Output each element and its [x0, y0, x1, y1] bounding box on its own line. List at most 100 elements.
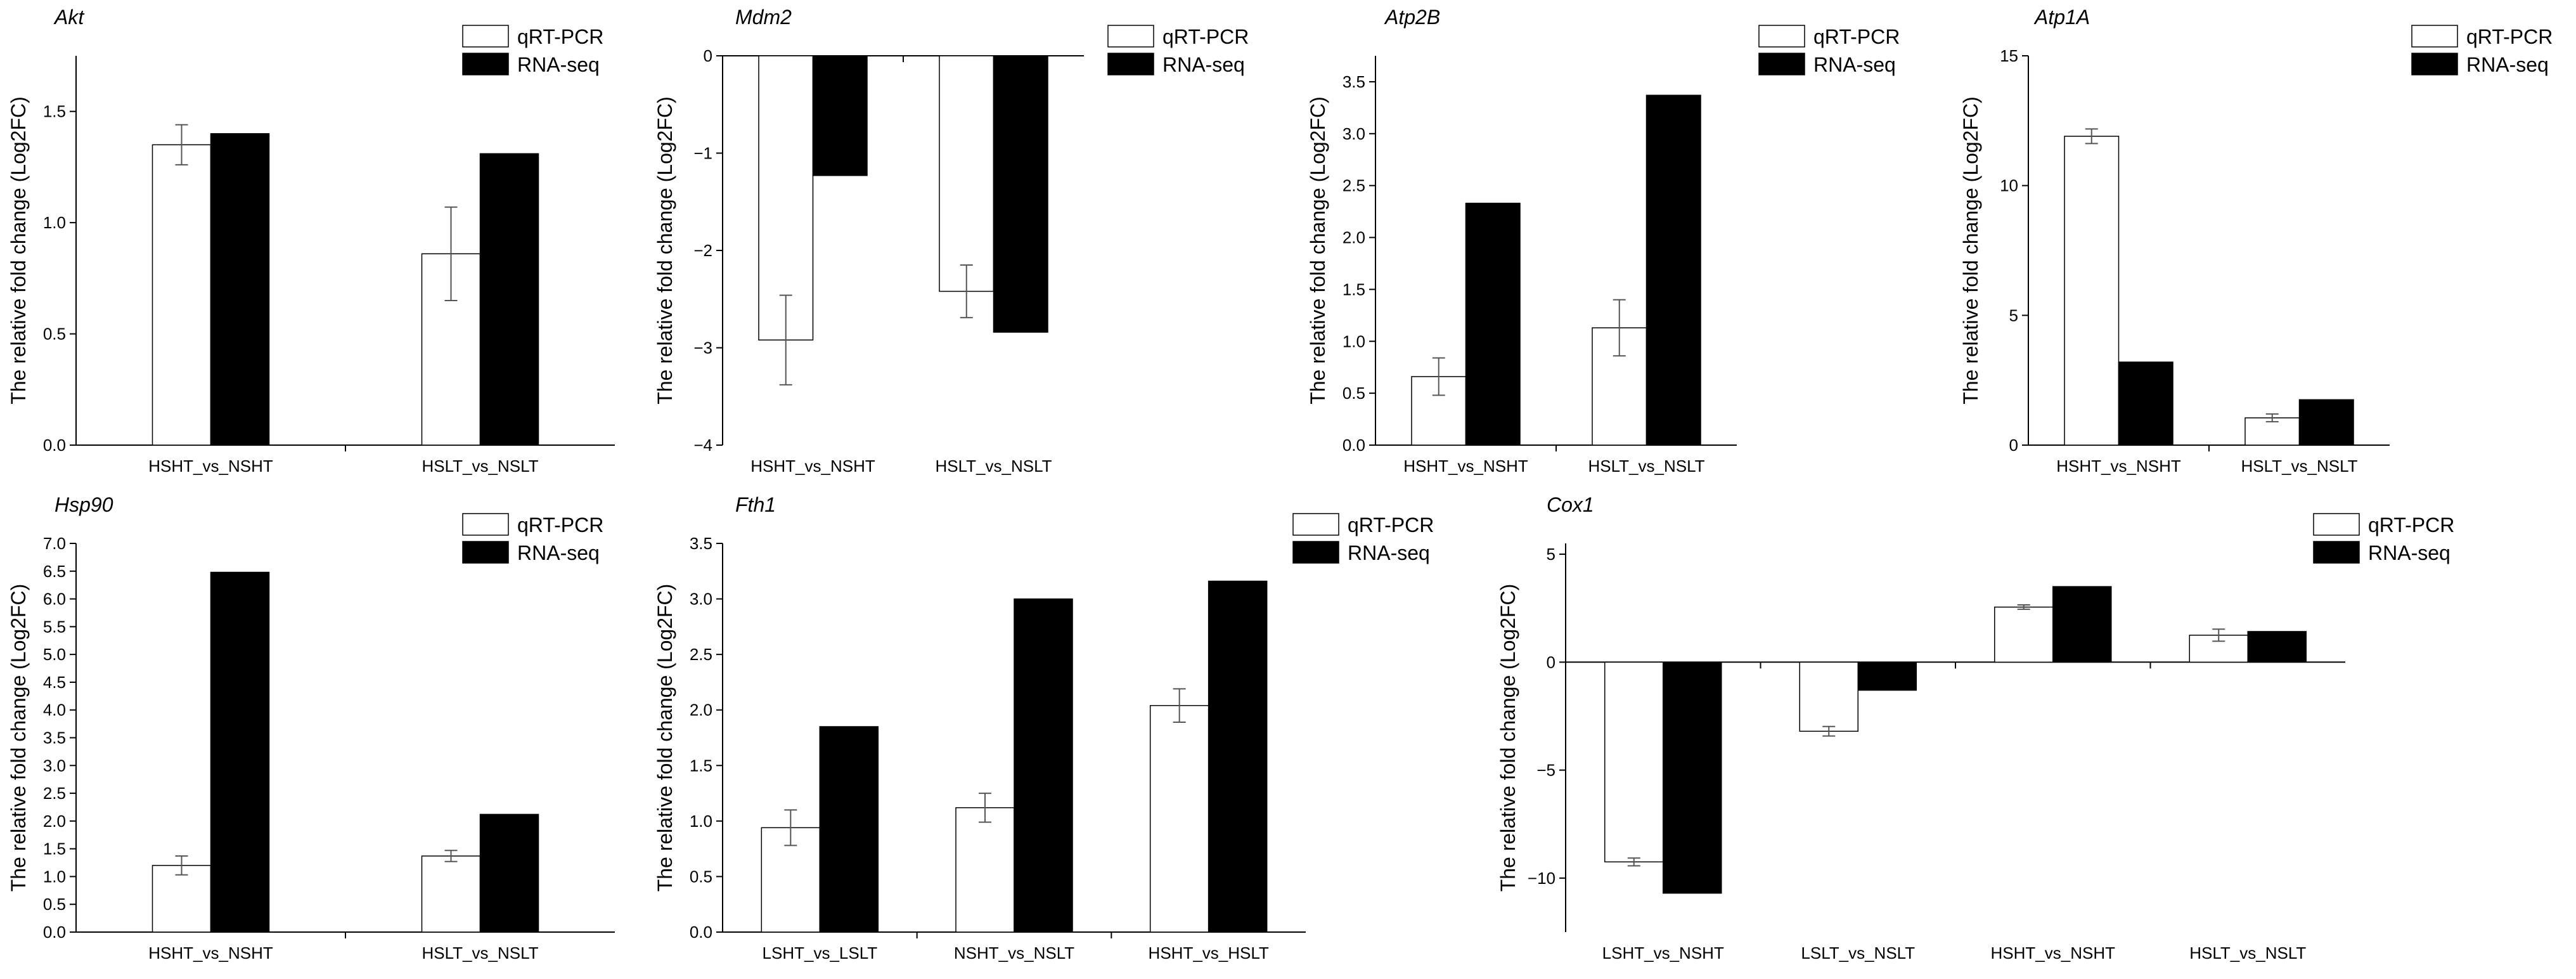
chart-fth1: Fth1 0.0 0.5 1.0 1.5 2.0 2.5 3.0 3.5 The relative… [654, 493, 1434, 963]
chart-cox1: Cox1 5 0 −5 −10 The relative fold change (Log… [1497, 493, 2454, 963]
y-tick-label: 3.5 [690, 534, 712, 553]
bar-rna-seq [2298, 399, 2354, 446]
legend-swatch-rna-seq [2411, 53, 2458, 75]
chart-title: Akt [53, 6, 84, 29]
y-tick-label: 0 [2009, 436, 2018, 455]
bar-qrt-pcr [151, 144, 212, 446]
y-tick-label: 0.5 [1343, 384, 1365, 403]
chart-hsp90: Hsp90 0.0 0.5 1.0 1.5 2.0 2.5 3.0 3.5 4.0 4.5 5.0 5.… [7, 493, 615, 963]
bar-rna-seq [479, 814, 539, 933]
legend-label-qrt-pcr: qRT-PCR [1162, 25, 1249, 48]
y-axis-title: The relative fold change (Log2FC) [1497, 584, 1519, 892]
x-category-label: HSHT_vs_NSHT [148, 943, 273, 963]
chart-title: Atp1A [2033, 6, 2090, 29]
y-tick-label: 6.0 [43, 590, 66, 609]
x-category-label: LSLT_vs_NSLT [1801, 943, 1915, 963]
bar-qrt-pcr [421, 855, 481, 933]
y-axis-title: The relative fold change (Log2FC) [7, 584, 30, 892]
y-tick-label: 15 [2000, 46, 2018, 65]
bar-qrt-pcr [1604, 661, 1664, 863]
legend-label-qrt-pcr: qRT-PCR [517, 25, 603, 48]
chart-atp1a: Atp1A 0 5 10 15 The relative fold change (Log… [1959, 6, 2553, 476]
bar-qrt-pcr [1994, 606, 2054, 663]
y-tick-label: 1.0 [43, 213, 66, 232]
x-category-label: HSHT_vs_NSHT [2056, 457, 2181, 476]
legend-label-rna-seq: RNA-seq [2368, 541, 2450, 564]
x-category-label: LSHT_vs_NSHT [1602, 943, 1724, 963]
bar-qrt-pcr [1799, 661, 1858, 732]
bar-rna-seq [1645, 94, 1701, 446]
x-category-label: HSHT_vs_NSHT [750, 457, 875, 476]
y-tick-label: 3.0 [690, 590, 712, 609]
legend-swatch-qrt-pcr [462, 513, 509, 536]
legend-swatch-qrt-pcr [1107, 25, 1154, 48]
bar-rna-seq [479, 153, 539, 446]
x-category-label: HSLT_vs_NSLT [2241, 457, 2358, 476]
legend-label-rna-seq: RNA-seq [1162, 53, 1245, 76]
bar-rna-seq [2052, 586, 2112, 663]
x-category-label: HSLT_vs_NSLT [936, 457, 1052, 476]
bar-rna-seq [1465, 202, 1521, 446]
bar-rna-seq [210, 571, 270, 933]
y-tick-label: −5 [1536, 761, 1555, 780]
y-tick-label: 2.5 [43, 784, 66, 803]
chart-title: Atp2B [1384, 6, 1440, 29]
y-tick-label: 1.0 [690, 812, 712, 831]
y-tick-label: 3.0 [43, 756, 66, 775]
chart-title: Mdm2 [735, 6, 792, 29]
chart-title: Fth1 [735, 493, 776, 516]
legend-swatch-rna-seq [462, 541, 509, 564]
x-category-label: HSLT_vs_NSLT [2189, 943, 2306, 963]
y-tick-label: 2.0 [690, 701, 712, 720]
legend-swatch-rna-seq [1107, 53, 1154, 75]
y-tick-label: 2.0 [43, 812, 66, 831]
y-tick-label: −10 [1528, 869, 1555, 888]
bar-qrt-pcr [1149, 704, 1209, 933]
y-tick-label: 2.0 [1343, 228, 1365, 247]
y-tick-label: 1.5 [43, 840, 66, 859]
y-tick-label: 0.0 [43, 923, 66, 942]
legend-swatch-rna-seq [1758, 53, 1805, 75]
bar-rna-seq [1208, 580, 1268, 933]
legend-swatch-qrt-pcr [1758, 25, 1805, 48]
legend-label-rna-seq: RNA-seq [517, 53, 600, 76]
legend-swatch-rna-seq [462, 53, 509, 75]
y-tick-label: 1.0 [43, 867, 66, 886]
y-tick-label: 2.5 [1343, 176, 1365, 195]
y-tick-label: 0.5 [690, 867, 712, 886]
y-tick-label: 4.5 [43, 673, 66, 692]
chart-title: Hsp90 [55, 493, 113, 516]
legend-swatch-qrt-pcr [2313, 513, 2360, 536]
chart-mdm2: Mdm2 0 −1 −2 −3 −4 The relative fold change (L… [654, 6, 1249, 476]
y-axis-title: The relative fold change (Log2FC) [654, 96, 676, 405]
y-tick-label: 1.0 [1343, 332, 1365, 351]
bar-rna-seq [993, 55, 1048, 333]
bar-rna-seq [819, 726, 879, 933]
legend-swatch-qrt-pcr [2411, 25, 2458, 48]
bar-qrt-pcr [758, 55, 814, 340]
y-tick-label: 0.5 [43, 895, 66, 914]
y-axis-title: The relative fold change (Log2FC) [1959, 96, 1982, 405]
y-tick-label: 5.5 [43, 617, 66, 636]
y-tick-label: 0.0 [1343, 436, 1365, 455]
legend-label-qrt-pcr: qRT-PCR [2466, 25, 2553, 48]
y-tick-label: 1.5 [1343, 280, 1365, 299]
x-category-label: HSHT_vs_NSHT [1403, 457, 1528, 476]
y-tick-label: 1.5 [690, 756, 712, 775]
y-tick-label: 2.5 [690, 645, 712, 664]
y-tick-label: 0 [1547, 652, 1555, 671]
y-tick-label: −4 [693, 436, 712, 455]
y-tick-label: −1 [693, 144, 712, 163]
bar-rna-seq [210, 133, 270, 446]
bar-qrt-pcr [955, 807, 1015, 933]
legend-label-rna-seq: RNA-seq [1348, 541, 1430, 564]
x-category-label: HSLT_vs_NSLT [422, 943, 539, 963]
bar-qrt-pcr [2064, 136, 2120, 446]
y-tick-label: 5 [1547, 545, 1555, 564]
y-tick-label: 7.0 [43, 534, 66, 553]
y-tick-label: 0.0 [690, 923, 712, 942]
y-tick-label: 5.0 [43, 645, 66, 664]
legend-swatch-qrt-pcr [1292, 513, 1339, 536]
y-tick-label: −2 [693, 241, 712, 260]
